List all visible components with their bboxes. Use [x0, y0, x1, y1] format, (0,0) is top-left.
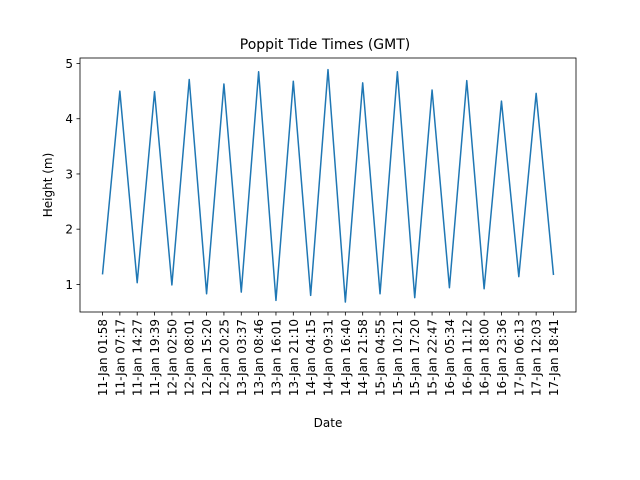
- x-tick-label: 13-Jan 21:10: [287, 319, 301, 396]
- x-tick-label: 16-Jan 23:36: [495, 319, 509, 396]
- plot-frame: [79, 57, 577, 313]
- x-tick-label: 16-Jan 18:00: [478, 319, 492, 396]
- x-tick-label: 12-Jan 02:50: [165, 319, 179, 396]
- y-axis-title: Height (m): [41, 153, 55, 218]
- chart-title: Poppit Tide Times (GMT): [240, 37, 410, 53]
- x-tick-label: 11-Jan 14:27: [131, 319, 145, 396]
- y-tick-label: 1: [65, 278, 73, 292]
- x-tick-label: 11-Jan 19:39: [148, 319, 162, 396]
- x-tick-label: 13-Jan 08:46: [252, 319, 266, 396]
- x-tick-label: 13-Jan 03:37: [235, 319, 249, 396]
- x-tick-label: 14-Jan 21:58: [356, 319, 370, 396]
- x-tick-label: 17-Jan 18:41: [547, 319, 561, 396]
- x-tick-label: 12-Jan 15:20: [200, 319, 214, 396]
- x-tick-label: 15-Jan 22:47: [426, 319, 440, 396]
- x-tick-label: 15-Jan 10:21: [391, 319, 405, 396]
- x-tick-label: 13-Jan 16:01: [269, 319, 283, 396]
- y-tick-label: 3: [65, 167, 73, 181]
- x-tick-label: 11-Jan 01:58: [96, 319, 110, 396]
- x-tick-label: 14-Jan 16:40: [339, 319, 353, 396]
- x-tick-label: 16-Jan 05:34: [443, 319, 457, 396]
- x-tick-label: 15-Jan 04:55: [374, 319, 388, 396]
- x-tick-label: 14-Jan 09:31: [322, 319, 336, 396]
- series-line: [101, 68, 555, 303]
- y-tick-label: 5: [65, 57, 73, 71]
- x-tick-label: 15-Jan 17:20: [408, 319, 422, 396]
- x-tick-label: 17-Jan 06:13: [512, 319, 526, 396]
- x-tick-label: 17-Jan 12:03: [530, 319, 544, 396]
- x-tick-label: 14-Jan 04:15: [304, 319, 318, 396]
- y-tick-label: 4: [65, 112, 73, 126]
- x-tick-label: 12-Jan 20:25: [217, 319, 231, 396]
- x-tick-label: 11-Jan 07:17: [113, 319, 127, 396]
- x-tick-label: 12-Jan 08:01: [183, 319, 197, 396]
- x-tick-label: 16-Jan 11:12: [460, 319, 474, 396]
- y-tick-label: 2: [65, 223, 73, 237]
- x-axis-title: Date: [314, 416, 343, 430]
